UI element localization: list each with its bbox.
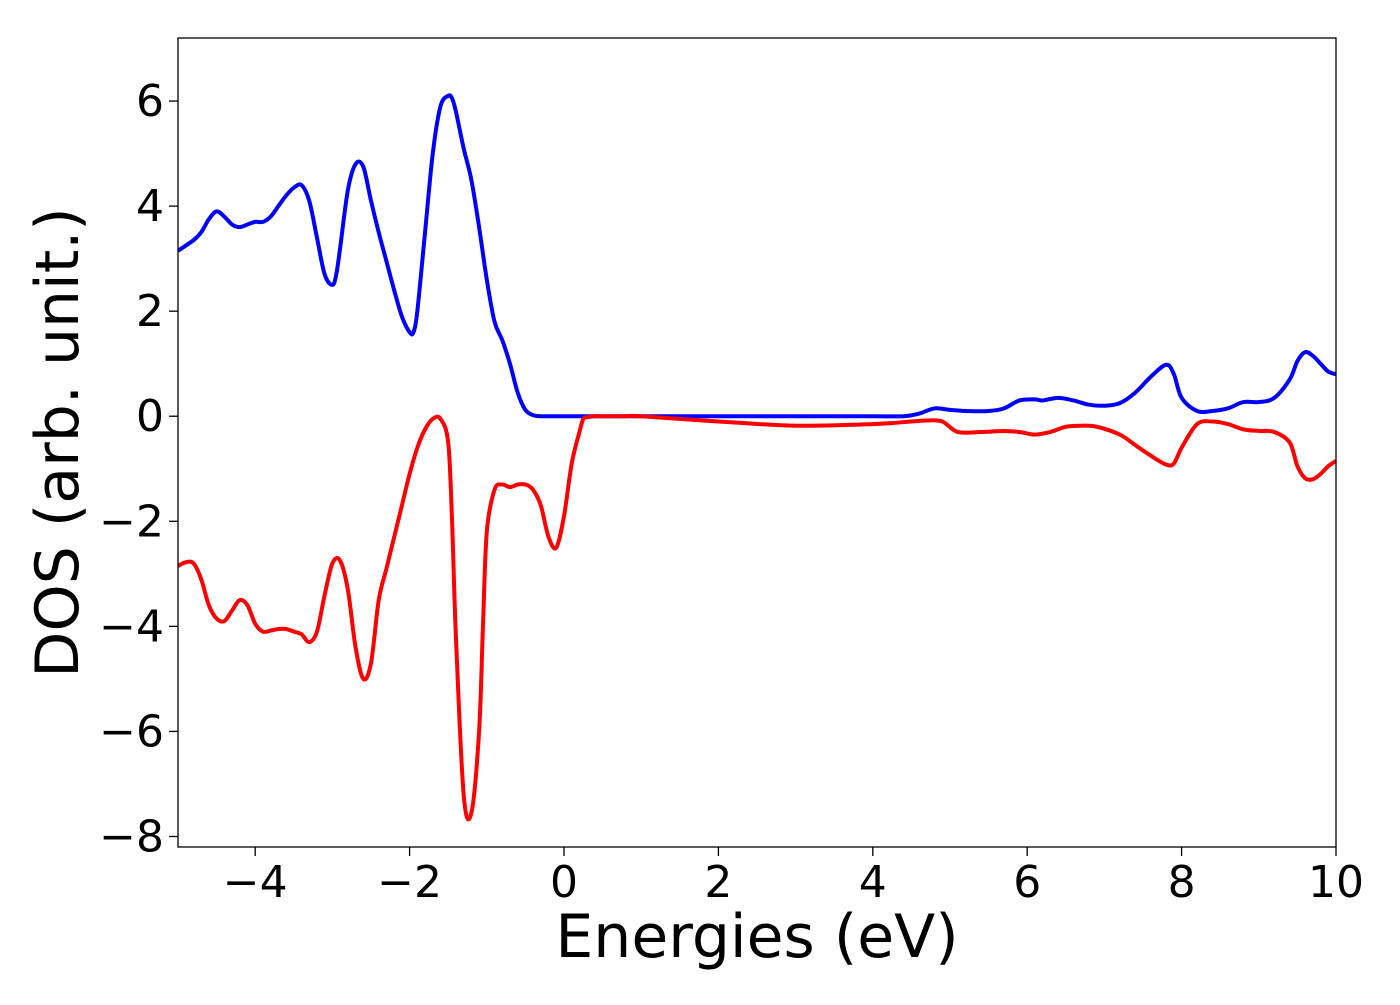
x-tick-label: 10 — [1308, 857, 1364, 908]
y-tick-label: −2 — [99, 496, 164, 547]
series-layer — [178, 93, 1336, 822]
x-tick-label: 4 — [859, 857, 887, 908]
x-tick-label: 8 — [1168, 857, 1196, 908]
y-tick-label: −8 — [99, 811, 164, 862]
series-line-2 — [178, 413, 1336, 822]
y-tick-label: 4 — [136, 181, 164, 232]
y-axis-title: DOS (arb. unit.) — [23, 207, 93, 677]
y-axis: −8 −6 −4 −2 0 2 4 6 — [99, 76, 178, 862]
x-tick-label: −4 — [223, 857, 288, 908]
y-tick-label: 2 — [136, 286, 164, 337]
y-tick-label: 0 — [136, 391, 164, 442]
x-tick-label: −2 — [377, 857, 442, 908]
x-axis: −4 −2 0 2 4 6 8 10 — [223, 847, 1364, 908]
y-tick-label: 6 — [136, 76, 164, 127]
y-tick-label: −4 — [99, 601, 164, 652]
x-tick-label: 6 — [1013, 857, 1041, 908]
x-tick-label: 0 — [550, 857, 578, 908]
plot-frame — [177, 37, 1337, 848]
y-tick-label: −6 — [99, 706, 164, 757]
x-axis-title: Energies (eV) — [555, 902, 958, 972]
x-tick-label: 2 — [704, 857, 732, 908]
series-line-1 — [178, 93, 1336, 419]
